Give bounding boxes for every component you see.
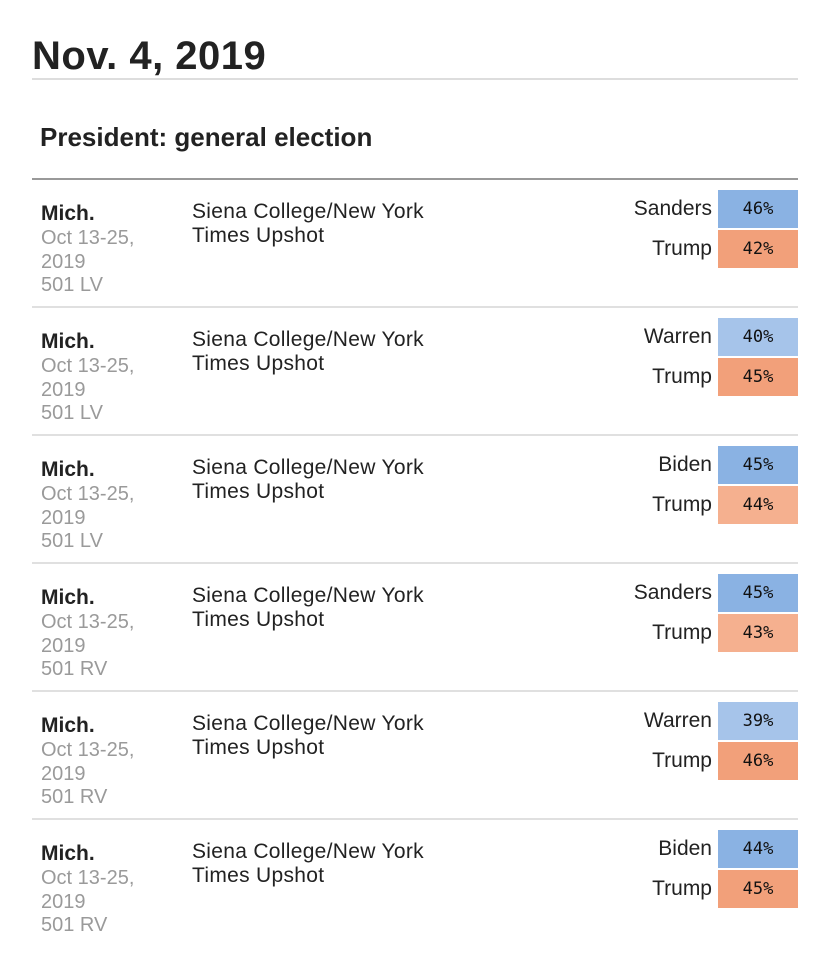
candidate-name: Trump — [652, 877, 712, 900]
candidate-name: Trump — [652, 493, 712, 516]
poll-dates: Oct 13-25, 2019 — [41, 483, 135, 529]
candidate-name: Warren — [643, 325, 712, 348]
result-rep: Trump 45% — [652, 870, 798, 908]
poll-sample: 501 RV — [41, 658, 108, 680]
poll-sample: 501 LV — [41, 402, 103, 424]
candidate-pct: 46% — [718, 190, 798, 228]
section-title: President: general election — [40, 122, 373, 152]
section-divider — [32, 178, 798, 180]
pollster-name: Siena College/New York Times Upshot — [192, 328, 424, 375]
candidate-pct: 45% — [718, 870, 798, 908]
candidate-pct: 42% — [718, 230, 798, 268]
poll-state: Mich. — [41, 714, 95, 737]
poll-row: Mich. Oct 13-25, 2019 501 RV Siena Colle… — [32, 692, 798, 820]
candidate-pct: 45% — [718, 446, 798, 484]
poll-state: Mich. — [41, 458, 95, 481]
poll-dates: Oct 13-25, 2019 — [41, 355, 135, 401]
candidate-name: Biden — [658, 453, 712, 476]
pollster-name: Siena College/New York Times Upshot — [192, 584, 424, 631]
candidate-name: Sanders — [633, 581, 712, 604]
candidate-name: Trump — [652, 237, 712, 260]
poll-dates: Oct 13-25, 2019 — [41, 227, 135, 273]
candidate-pct: 39% — [718, 702, 798, 740]
candidate-pct: 44% — [718, 486, 798, 524]
pollster-name: Siena College/New York Times Upshot — [192, 840, 424, 887]
poll-row: Mich. Oct 13-25, 2019 501 RV Siena Colle… — [32, 564, 798, 692]
poll-sample: 501 RV — [41, 786, 108, 808]
result-rep: Trump 46% — [652, 742, 798, 780]
candidate-name: Trump — [652, 749, 712, 772]
poll-sample: 501 LV — [41, 274, 103, 296]
candidate-name: Biden — [658, 837, 712, 860]
poll-list: Mich. Oct 13-25, 2019 501 LV Siena Colle… — [32, 180, 798, 948]
poll-dates: Oct 13-25, 2019 — [41, 739, 135, 785]
poll-row: Mich. Oct 13-25, 2019 501 LV Siena Colle… — [32, 180, 798, 308]
candidate-pct: 44% — [718, 830, 798, 868]
result-dem: Biden 45% — [658, 446, 798, 484]
result-dem: Sanders 45% — [634, 574, 798, 612]
candidate-pct: 45% — [718, 358, 798, 396]
poll-dates: Oct 13-25, 2019 — [41, 611, 135, 657]
pollster-name: Siena College/New York Times Upshot — [192, 200, 424, 247]
poll-state: Mich. — [41, 842, 95, 865]
poll-state: Mich. — [41, 202, 95, 225]
result-dem: Biden 44% — [658, 830, 798, 868]
candidate-pct: 40% — [718, 318, 798, 356]
candidate-name: Trump — [652, 365, 712, 388]
result-rep: Trump 44% — [652, 486, 798, 524]
poll-row: Mich. Oct 13-25, 2019 501 LV Siena Colle… — [32, 308, 798, 436]
candidate-name: Warren — [643, 709, 712, 732]
candidate-name: Trump — [652, 621, 712, 644]
candidate-name: Sanders — [633, 197, 712, 220]
poll-sample: 501 LV — [41, 530, 103, 552]
poll-row: Mich. Oct 13-25, 2019 501 RV Siena Colle… — [32, 820, 798, 948]
candidate-pct: 43% — [718, 614, 798, 652]
result-rep: Trump 45% — [652, 358, 798, 396]
poll-sample: 501 RV — [41, 914, 108, 936]
result-rep: Trump 43% — [652, 614, 798, 652]
result-dem: Warren 39% — [644, 702, 798, 740]
pollster-name: Siena College/New York Times Upshot — [192, 712, 424, 759]
poll-row: Mich. Oct 13-25, 2019 501 LV Siena Colle… — [32, 436, 798, 564]
result-dem: Sanders 46% — [634, 190, 798, 228]
pollster-name: Siena College/New York Times Upshot — [192, 456, 424, 503]
date-divider — [32, 78, 798, 80]
result-rep: Trump 42% — [652, 230, 798, 268]
date-heading: Nov. 4, 2019 — [32, 34, 267, 78]
candidate-pct: 46% — [718, 742, 798, 780]
poll-dates: Oct 13-25, 2019 — [41, 867, 135, 913]
poll-state: Mich. — [41, 330, 95, 353]
poll-state: Mich. — [41, 586, 95, 609]
candidate-pct: 45% — [718, 574, 798, 612]
result-dem: Warren 40% — [644, 318, 798, 356]
